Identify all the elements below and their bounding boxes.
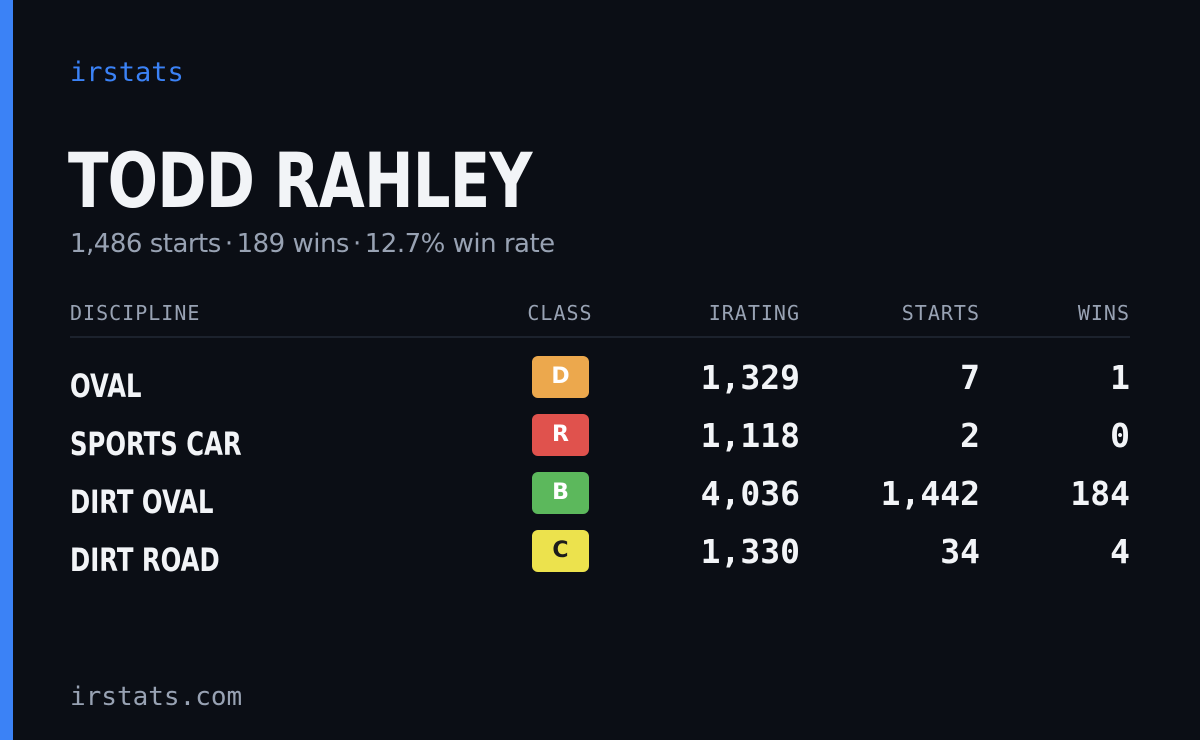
wins-value: 1 (1110, 358, 1130, 397)
starts-value: 7 (960, 358, 980, 397)
wins-value: 4 (1110, 532, 1130, 571)
driver-name: TODD RAHLEY (68, 136, 532, 225)
brand-logo: irstats (70, 57, 184, 88)
discipline-name: DIRT ROAD (70, 541, 220, 579)
header-irating: IRATING (708, 301, 800, 325)
irating-value: 1,330 (700, 532, 800, 571)
header-discipline: DISCIPLINE (70, 301, 201, 325)
summary-wins: 189 wins (236, 229, 350, 259)
license-class-badge: D (532, 356, 589, 398)
table-row: OVAL D 1,329 7 1 (70, 354, 1130, 412)
wins-value: 0 (1110, 416, 1130, 455)
irating-value: 4,036 (700, 474, 800, 513)
license-class-badge: C (532, 530, 589, 572)
driver-summary: 1,486 starts · 189 wins · 12.7% win rate (70, 226, 555, 262)
footer-url: irstats.com (70, 682, 243, 712)
irating-value: 1,118 (700, 416, 800, 455)
summary-separator: · (224, 229, 233, 259)
irating-value: 1,329 (700, 358, 800, 397)
discipline-stats-table: DISCIPLINE CLASS IRATING STARTS WINS OVA… (70, 296, 1130, 586)
starts-value: 34 (940, 532, 980, 571)
discipline-name: OVAL (70, 367, 142, 405)
license-class-badge: R (532, 414, 589, 456)
table-body: OVAL D 1,329 7 1 SPORTS CAR R 1,118 2 0 … (70, 354, 1130, 586)
wins-value: 184 (1070, 474, 1130, 513)
discipline-name: SPORTS CAR (70, 425, 242, 463)
starts-value: 2 (960, 416, 980, 455)
header-class: CLASS (527, 301, 593, 325)
summary-win-rate: 12.7% win rate (364, 229, 555, 259)
summary-starts: 1,486 starts (70, 229, 221, 259)
table-header-row: DISCIPLINE CLASS IRATING STARTS WINS (70, 296, 1130, 338)
table-row: DIRT OVAL B 4,036 1,442 184 (70, 470, 1130, 528)
table-row: SPORTS CAR R 1,118 2 0 (70, 412, 1130, 470)
license-class-badge: B (532, 472, 589, 514)
header-wins: WINS (1077, 301, 1130, 325)
summary-separator: · (352, 229, 361, 259)
accent-bar (0, 0, 13, 740)
table-row: DIRT ROAD C 1,330 34 4 (70, 528, 1130, 586)
header-starts: STARTS (901, 301, 980, 325)
starts-value: 1,442 (880, 474, 980, 513)
discipline-name: DIRT OVAL (70, 483, 214, 521)
